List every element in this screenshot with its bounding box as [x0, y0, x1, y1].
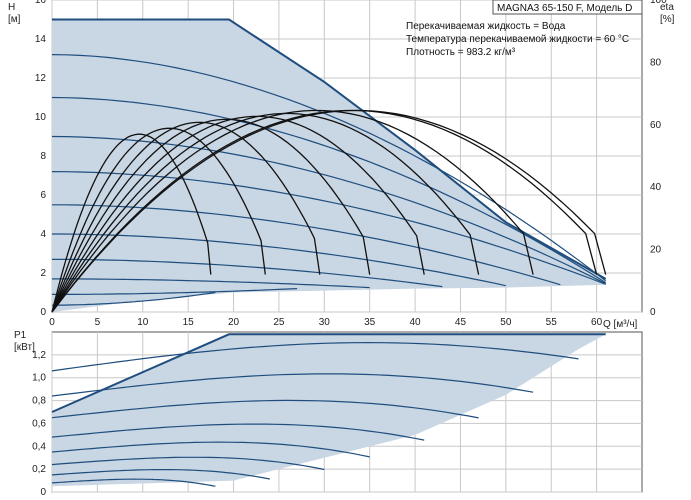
- y-tick-label: 0: [40, 307, 46, 318]
- efficiency-curve: [51, 115, 425, 313]
- speed-curve: [52, 288, 298, 295]
- x-tick-label: 50: [500, 317, 512, 328]
- efficiency-curve: [51, 127, 266, 313]
- y-axis-label: H: [8, 2, 15, 13]
- lower-chart: 0 0,2 0,4 0,6 0,8 1,0 1,2 P1 [кВт]: [14, 330, 643, 498]
- p1-tick-label: 0: [40, 487, 46, 498]
- power-curve: [51, 441, 370, 458]
- efficiency-curve: [51, 133, 212, 313]
- power-curve: [51, 373, 534, 397]
- y-axis-unit: [м]: [8, 14, 21, 25]
- speed-curve: [51, 54, 607, 282]
- y-tick-label: 14: [35, 34, 47, 45]
- x-tick-label: 30: [319, 317, 331, 328]
- y-tick-label: 8: [40, 151, 46, 162]
- power-curve: [51, 399, 479, 419]
- efficiency-curve: [51, 112, 480, 313]
- power-curve: [51, 341, 579, 372]
- speed-curve: [51, 96, 607, 284]
- y2-axis-label: eta: [660, 2, 674, 13]
- efficiency-curve: [51, 109, 534, 313]
- x-tick-labels: 0 5 10 15 20 25 30 35 40 45 50 55 60: [49, 317, 602, 328]
- power-curve: [51, 478, 216, 487]
- y2-tick-label: 60: [650, 120, 662, 131]
- y-tick-label: 2: [40, 268, 46, 279]
- y2-axis-unit: [%]: [660, 14, 675, 25]
- x-tick-label: 60: [591, 317, 603, 328]
- p1-axis-label: P1: [14, 330, 27, 341]
- lower-tick-labels: 0 0,2 0,4 0,6 0,8 1,0 1,2: [32, 350, 46, 498]
- x-tick-label: 25: [273, 317, 285, 328]
- lower-envelope-area: [52, 334, 606, 487]
- power-curve: [51, 423, 425, 441]
- x-axis-label: Q [м³/ч]: [603, 319, 638, 330]
- power-curve: [51, 469, 270, 480]
- x-tick-label: 20: [228, 317, 240, 328]
- x-tick-label: 15: [183, 317, 195, 328]
- chart-title: MAGNA3 65-150 F, Модель D: [497, 3, 632, 14]
- p1-tick-label: 0,2: [32, 464, 46, 475]
- upper-chart: 0 2 4 6 8 10 12 14 16 0 20 40 60 80 100 0 5 10 15 20 25 30 3…: [8, 0, 675, 330]
- p1-tick-label: 0,8: [32, 396, 46, 407]
- x-tick-label: 45: [455, 317, 467, 328]
- y2-tick-label: 100: [650, 0, 667, 6]
- speed-curve: [52, 233, 506, 287]
- p1-axis-unit: [кВт]: [14, 342, 35, 353]
- x-tick-label: 35: [364, 317, 376, 328]
- speed-curve: [51, 135, 606, 285]
- power-curves: [51, 341, 579, 487]
- efficiency-curve: [51, 118, 371, 313]
- p1-tick-label: 1,0: [32, 373, 46, 384]
- y2-tick-label: 0: [650, 307, 656, 318]
- lower-envelope-max-line: [51, 333, 606, 413]
- x-tick-label: 5: [95, 317, 101, 328]
- x-tick-label: 0: [49, 317, 55, 328]
- y2-tick-label: 20: [650, 245, 662, 256]
- y-tick-label: 16: [35, 0, 47, 6]
- upper-y2-tick-labels: 0 20 40 60 80 100: [650, 0, 667, 318]
- speed-curve: [52, 258, 443, 288]
- speed-curve: [52, 278, 370, 289]
- p1-tick-label: 0,4: [32, 441, 46, 452]
- p1-tick-label: 1,2: [32, 350, 46, 361]
- y-tick-label: 10: [35, 112, 47, 123]
- x-tick-label: 10: [137, 317, 149, 328]
- efficiency-curves: [51, 109, 607, 313]
- upper-tick-labels: 0 2 4 6 8 10 12 14 16: [35, 0, 47, 318]
- speed-curve: [52, 291, 216, 306]
- efficiency-curve: [51, 109, 598, 313]
- x-tick-label: 40: [410, 317, 422, 328]
- title-box: [492, 0, 643, 15]
- p1-tick-label: 0,6: [32, 418, 46, 429]
- y-tick-label: 4: [40, 229, 46, 240]
- power-curve: [51, 456, 325, 471]
- y2-tick-label: 40: [650, 182, 662, 193]
- y-tick-label: 12: [35, 73, 47, 84]
- annotation-liquid: Перекачиваемая жидкость = Вода: [406, 21, 566, 32]
- y2-tick-label: 80: [650, 57, 662, 68]
- x-tick-label: 55: [546, 317, 558, 328]
- efficiency-curve: [51, 121, 321, 313]
- annotation-temperature: Температура перекачиваемой жидкости = 60…: [406, 34, 629, 45]
- y-tick-label: 6: [40, 190, 46, 201]
- annotation-density: Плотность = 983.2 кг/м³: [406, 47, 516, 58]
